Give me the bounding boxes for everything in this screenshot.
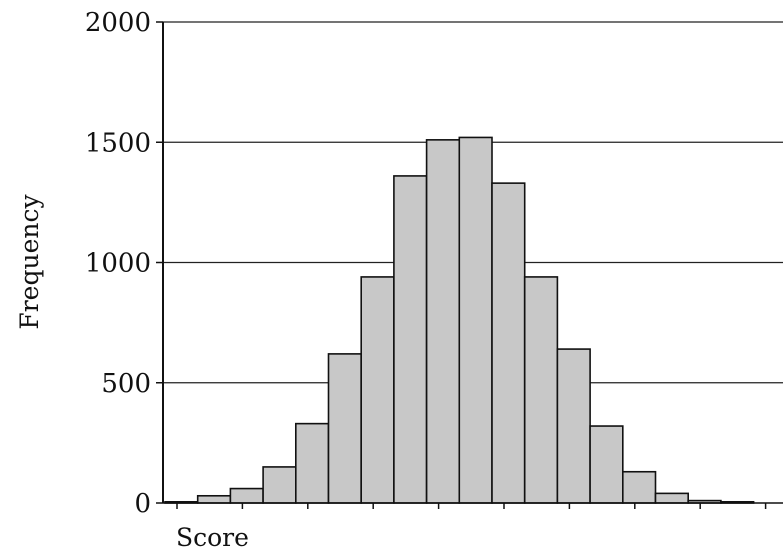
- histogram-bar: [262, 466, 297, 504]
- y-tick-label: 0: [134, 489, 151, 519]
- histogram-bar: [491, 182, 526, 504]
- histogram-bar: [523, 276, 559, 504]
- y-tick-label: 500: [101, 369, 151, 399]
- y-tick-label: 1500: [85, 128, 151, 158]
- histogram-bar: [229, 487, 264, 504]
- x-ticks: [176, 503, 767, 509]
- histogram-bar: [621, 470, 657, 504]
- y-axis-title: Frequency: [15, 194, 44, 330]
- y-tick-label: 1000: [85, 249, 151, 279]
- y-tick-label: 2000: [85, 8, 151, 38]
- histogram-bar: [556, 348, 591, 504]
- histogram-bar: [425, 139, 461, 504]
- x-axis-title: Score: [176, 523, 249, 552]
- histogram-bar: [654, 492, 690, 504]
- histogram-bar: [294, 422, 330, 504]
- bars: [164, 136, 755, 504]
- y-ticks: 0 500 1000 1500 2000: [85, 8, 163, 519]
- histogram-bar: [458, 136, 493, 504]
- histogram-bar: [196, 494, 232, 504]
- histogram-bar: [327, 353, 363, 504]
- histogram-bar: [589, 425, 624, 504]
- histogram-bar: [360, 276, 395, 504]
- histogram-bar: [393, 175, 428, 504]
